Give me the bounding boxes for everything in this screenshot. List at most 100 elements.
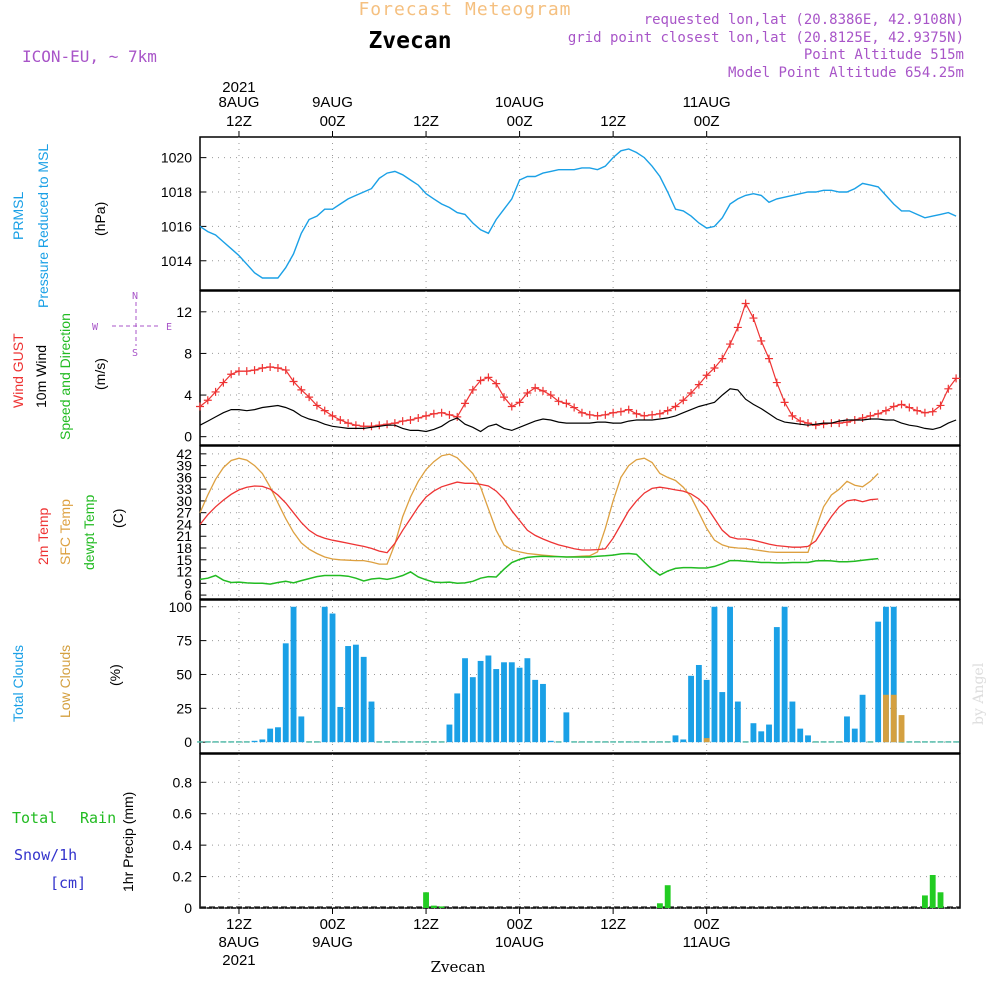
rain-bar (922, 895, 928, 908)
gust-point (718, 354, 727, 363)
total-cloud-bar (337, 706, 344, 743)
total-cloud-bar (812, 741, 819, 743)
ytick-label-precip: 0 (184, 900, 192, 916)
total-cloud-bar (914, 741, 921, 743)
gust-point (398, 417, 407, 426)
total-cloud-bar (275, 727, 281, 743)
total-cloud-bar (719, 692, 726, 743)
total-cloud-bar (532, 679, 539, 743)
wind-labels: Wind GUST 10m Wind Speed and Direction (… (10, 291, 172, 440)
total-cloud-bar (859, 694, 866, 743)
total-cloud-bar (649, 741, 656, 743)
total-cloud-bar (352, 644, 359, 743)
gridpoint-coords: grid point closest lon,lat (20.8125E, 42… (568, 30, 964, 46)
total-cloud-bar (259, 739, 266, 743)
total-cloud-bar (469, 677, 476, 743)
temp-dewpt-label: dewpt Temp (81, 495, 97, 570)
total-cloud-bar (399, 741, 406, 743)
compass-w: W (92, 322, 99, 333)
top-time-label: 10AUG (495, 94, 544, 111)
ytick-label-pressure: 1014 (161, 253, 192, 269)
gust-point (250, 366, 259, 375)
location-title: Zvecan (368, 28, 451, 54)
pressure-unit: (hPa) (92, 202, 108, 236)
total-cloud-bar (524, 658, 531, 743)
gust-point (757, 336, 766, 345)
gust-point (414, 413, 423, 422)
dewpt-line (199, 552, 879, 585)
gust-point (804, 419, 812, 428)
gust-point (492, 379, 501, 388)
ytick-label-temperature: 15 (176, 552, 192, 568)
low-clouds-label: Low Clouds (57, 645, 73, 718)
total-cloud-bar (579, 741, 585, 743)
total-cloud-bar (360, 656, 367, 743)
ytick-label-precip: 0.6 (173, 806, 193, 822)
gust-point (453, 412, 462, 421)
ytick-label-wind: 8 (184, 345, 192, 361)
ytick-label-clouds: 25 (176, 700, 192, 716)
model-label: ICON-EU, ~ 7km (22, 47, 157, 66)
gust-point (476, 376, 485, 385)
precip-labels: Total Rain Snow/1h [cm] 1hr Precip (mm) (12, 792, 136, 892)
gust-point (819, 420, 828, 429)
gust-point (297, 385, 306, 394)
precip-rain-label: Rain (80, 809, 116, 827)
total-cloud-bar (929, 741, 936, 743)
gust-point (632, 409, 641, 418)
gust-point (242, 367, 251, 376)
sfc-temp-line (199, 453, 879, 565)
ytick-label-wind: 0 (184, 429, 192, 445)
total-cloud-bar (485, 655, 492, 743)
ytick-label-pressure: 1016 (161, 218, 192, 234)
total-cloud-bar (220, 741, 227, 743)
cloud-labels: Total Clouds Low Clouds (%) (10, 645, 123, 722)
temp-unit: (C) (110, 509, 126, 528)
total-cloud-bar (851, 728, 858, 743)
ytick-label-temperature: 6 (184, 587, 192, 603)
bottom-time-label: 12Z (226, 916, 252, 933)
total-cloud-bar (290, 606, 297, 743)
panel-frame-temperature (199, 445, 961, 600)
gust-point (523, 388, 532, 397)
total-cloud-bar (602, 741, 609, 743)
top-time-label: 12Z (600, 113, 626, 130)
bottom-time-label: 8AUG (219, 934, 260, 951)
gust-point (897, 400, 906, 409)
total-cloud-bar (423, 741, 429, 743)
top-time-label: 00Z (320, 113, 346, 130)
bottom-time-label: 12Z (600, 916, 626, 933)
ytick-label-clouds: 0 (184, 734, 192, 750)
gust-point (679, 396, 688, 405)
total-cloud-bar (594, 741, 601, 743)
total-cloud-bar (922, 741, 928, 743)
precip-cm-label: [cm] (50, 874, 86, 892)
low-cloud-bar (883, 694, 889, 743)
gust-point (273, 364, 282, 372)
top-time-label: 12Z (226, 113, 252, 130)
gust-point (741, 299, 750, 308)
bottom-time-label: 00Z (320, 916, 346, 933)
total-cloud-bar (734, 701, 741, 743)
total-cloud-bar (633, 741, 640, 743)
total-cloud-bar (625, 741, 632, 743)
clouds-unit: (%) (107, 664, 123, 686)
total-cloud-bar (610, 741, 617, 743)
rain-bar (430, 905, 437, 908)
ytick-label-temperature: 27 (176, 505, 192, 521)
ytick-label-clouds: 75 (176, 633, 192, 649)
bottom-time-label: 00Z (507, 916, 533, 933)
gust-point (554, 397, 563, 406)
gust-point (702, 371, 711, 380)
total-cloud-bar (345, 646, 352, 743)
total-cloud-bar (306, 741, 313, 743)
total-cloud-bar (711, 606, 718, 743)
gust-point (835, 419, 844, 428)
total-cloud-bar (563, 712, 570, 743)
gust-point (500, 393, 508, 402)
bottom-time-label: 11AUG (683, 934, 731, 951)
pressure-labels: PRMSL Pressure Reduced to MSL (hPa) (10, 144, 108, 308)
top-time-label: 8AUG (219, 94, 260, 111)
gust-point (780, 398, 789, 407)
ytick-label-temperature: 30 (176, 493, 192, 509)
